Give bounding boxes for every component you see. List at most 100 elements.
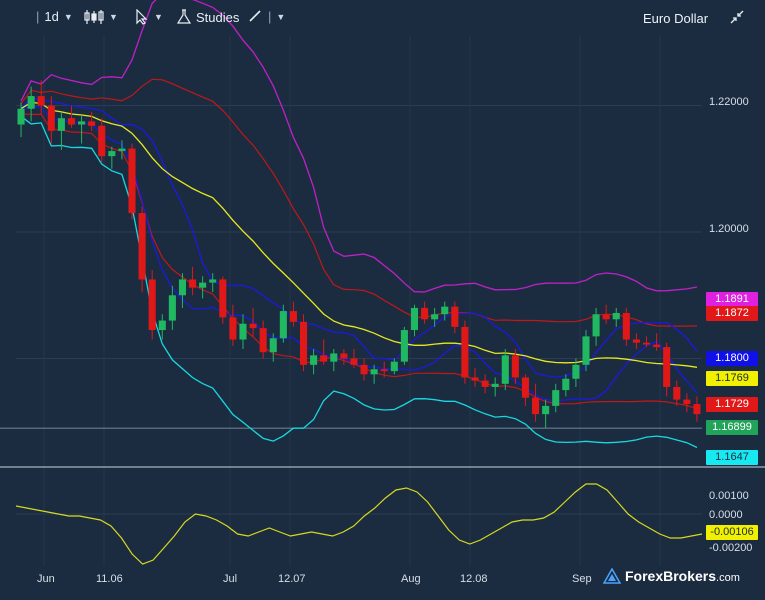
candle-body [511,355,519,378]
candle-body [17,108,25,125]
oscillator-pane [15,483,703,565]
candle-body [421,307,429,320]
candle-body [98,125,106,157]
watermark-brand: ForexBrokers [625,568,717,584]
candle-body [532,397,540,415]
timeframe-select[interactable]: | 1d ▼ [36,9,73,24]
candle-body [542,405,550,415]
price-tick: 1.22000 [709,96,749,108]
candle-body [229,317,237,340]
forexbrokers-watermark: ForexBrokers.com [603,568,740,584]
candle-body [622,312,630,340]
candle-body [380,369,388,372]
candle-body [249,323,257,329]
candle-body [431,314,439,320]
candle-body [410,307,419,331]
candle-body [552,390,560,406]
candle-body [310,355,318,365]
price-label: 1.1647 [706,450,758,465]
candle-body [602,314,610,320]
keltner-upper-line [20,97,698,378]
candle-body [572,364,580,379]
candle-body [189,279,197,288]
chevron-down-icon: ▼ [63,11,73,22]
candle-body [239,323,247,340]
candle-body [108,151,116,157]
candle-body [350,358,358,365]
candle-body [461,326,469,378]
candle-body [441,306,449,315]
candle-body [199,282,207,288]
watermark-suffix: .com [716,572,740,584]
price-tick: 1.20000 [709,223,749,235]
candle-body [88,121,96,126]
time-tick: 11.06 [96,573,123,585]
time-tick: Jul [223,573,238,585]
candle-body [168,295,176,321]
bollinger-outer-upper-line [20,0,698,293]
indicator-bands [20,0,698,449]
flask-icon [177,9,191,24]
line-tool-icon [249,10,261,22]
candle-body [209,279,217,283]
osc-tick: 0.00100 [709,490,749,502]
candle-body [138,213,146,280]
candle-body [118,148,126,152]
candle-body [78,121,86,125]
price-label: 1.1800 [706,351,758,366]
candle-body [491,383,499,387]
candle-body [148,279,156,331]
candle-body [562,378,570,391]
studies-label: Studies [196,9,240,25]
time-tick: 12.08 [460,573,488,585]
candle-body [37,96,45,106]
candle-body [642,342,651,345]
candle-body [269,338,277,353]
candle-body [390,361,398,372]
candle-body [632,339,640,343]
studies-button[interactable]: Studies [177,9,239,25]
candle-body [340,353,348,359]
drawing-tool-button[interactable] [248,9,262,23]
collapse-button[interactable] [730,10,744,24]
candle-body [259,328,267,353]
candle-body [370,369,378,375]
cursor-select[interactable]: ▼ [135,9,163,25]
oscillator-line [15,483,703,565]
candle-body [128,148,136,214]
candle-body [663,347,671,387]
candle-body [521,377,529,398]
candle-body [471,377,479,381]
candle-body [219,279,227,318]
chevron-down-icon: ▼ [109,12,118,22]
cursor-arrow-icon [136,9,148,25]
candle-body [158,320,166,331]
osc-tick: 0.0000 [709,509,743,521]
candle-body [178,279,186,296]
price-label: 1.1729 [706,397,758,412]
bollinger-outer-lower-line [20,115,698,449]
chart-grid [0,36,765,566]
candle-body [451,306,459,327]
candle-body [57,118,65,131]
osc-current-value: -0.00106 [706,525,758,540]
candlestick-icon [84,10,104,24]
candle-body [299,321,308,365]
drawing-tool-dropdown[interactable]: | ▼ [268,9,286,24]
price-label: 1.1891 [706,292,758,307]
candle-body [360,364,368,375]
candlesticks [17,80,701,429]
chevron-down-icon: ▼ [154,12,163,22]
candle-body [683,399,691,405]
time-tick: Sep [572,573,592,585]
time-tick: 12.07 [278,573,306,585]
collapse-arrows-icon [730,10,744,24]
timeframe-value: 1d [44,9,59,24]
candle-body [693,404,701,415]
chart-type-select[interactable]: ▼ [84,9,118,25]
candle-body [400,330,408,362]
candle-body [582,336,590,365]
time-tick: Aug [401,573,421,585]
candle-body [501,355,509,384]
